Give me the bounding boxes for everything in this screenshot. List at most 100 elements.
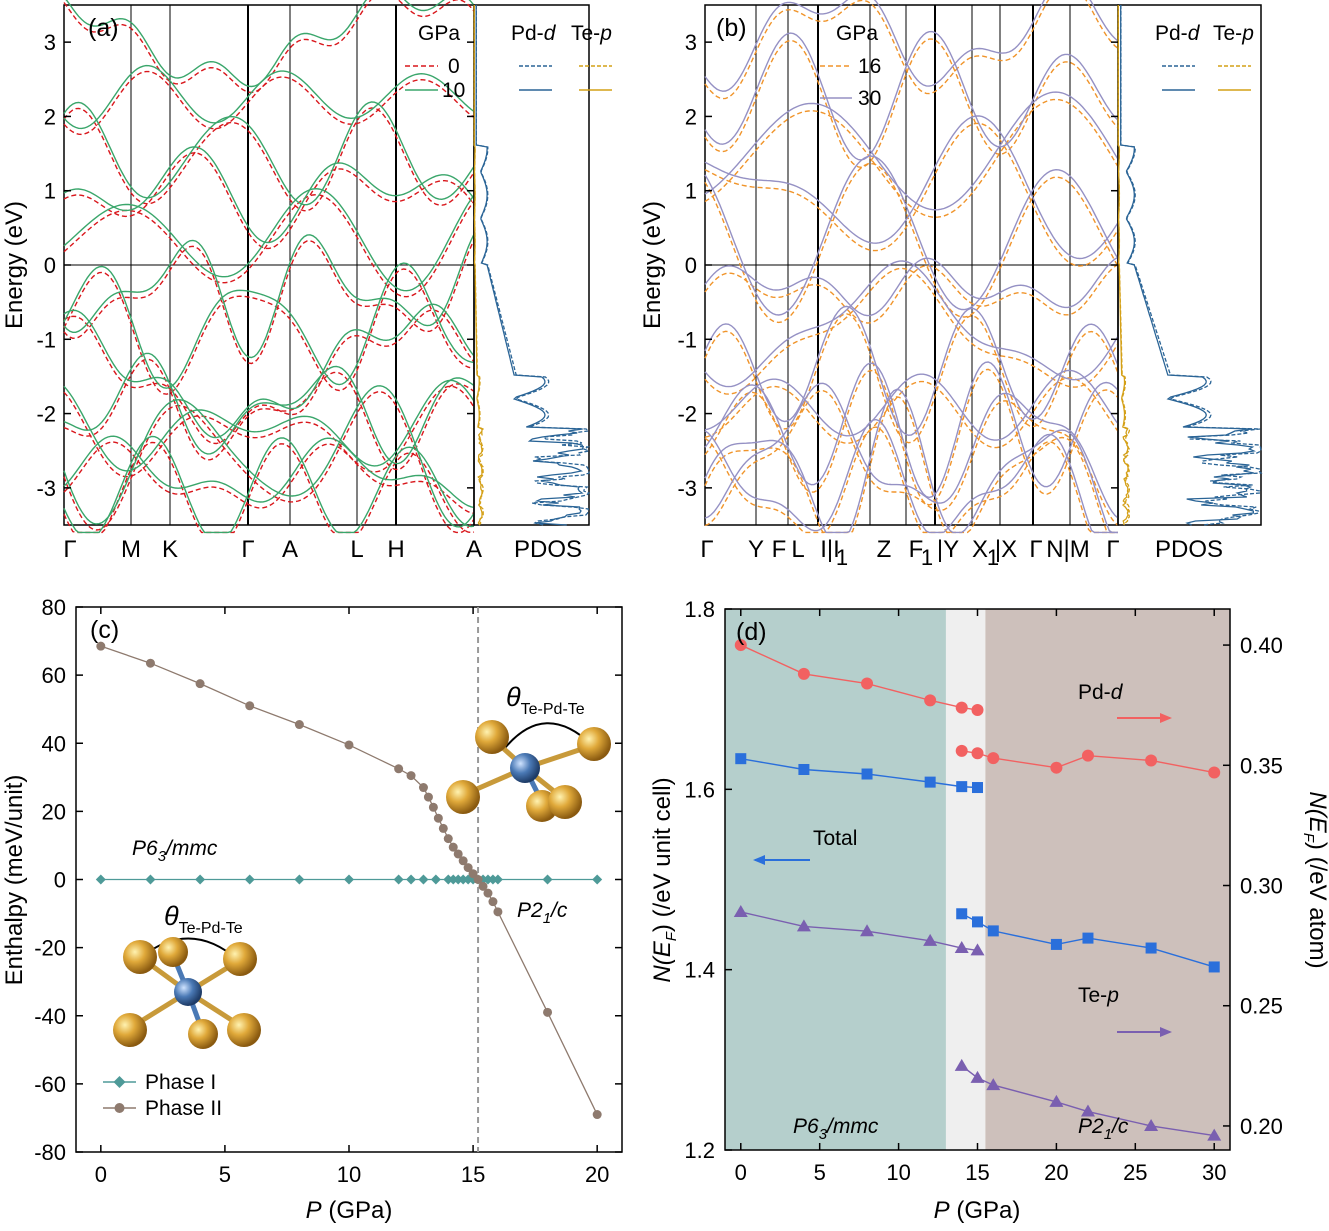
phase-i-point: [393, 874, 404, 885]
te-atom: [223, 942, 257, 976]
gpa0-band: [63, 0, 475, 94]
phase-label-p21c: P21/c: [517, 899, 568, 927]
label-total: Total: [813, 827, 857, 850]
kpoint-label: Γ: [1029, 536, 1042, 563]
gpa16-band: [704, 377, 1119, 449]
y-tick-label-left: 1.2: [684, 1138, 715, 1163]
kpoint-label: F: [909, 536, 924, 563]
tep-point: [954, 941, 969, 954]
pdos-pdd-dashed: [1120, 5, 1263, 526]
phase-region: [945, 609, 986, 1150]
label-tep: Te-p: [1078, 984, 1119, 1007]
gpa0-band: [63, 441, 475, 515]
panel-b-pdos-label: PDOS: [1155, 536, 1223, 563]
kpoint-label: Z: [877, 536, 892, 563]
panel-a-label: (a): [88, 14, 119, 42]
phase-ii-point: [443, 834, 453, 844]
panel-d-label: (d): [736, 618, 767, 646]
y-tick-label: 60: [42, 663, 66, 688]
pdd-point: [861, 677, 874, 690]
total-point: [1050, 938, 1062, 950]
gpa16-band: [704, 162, 1119, 324]
tep-point: [1080, 1104, 1095, 1117]
tep-point: [970, 1070, 985, 1083]
legend-pdd: Pd-d: [511, 22, 557, 45]
legend-gpa-title: GPa: [418, 22, 460, 45]
label-pdd: Pd-d: [1078, 681, 1124, 704]
panel-d-regions: [725, 609, 1230, 1150]
phase-ii-point: [483, 888, 493, 898]
gpa0-band: [63, 441, 475, 534]
pdd-point: [955, 701, 968, 714]
phase-ii-point: [394, 764, 404, 774]
phase-ii-point: [438, 823, 448, 833]
phase-label-p63mmc: P63/mmc: [132, 837, 218, 865]
pdd-point: [1145, 754, 1158, 767]
gpa30-band: [704, 369, 1119, 441]
gpa10-band: [63, 233, 475, 359]
gpa16-band: [704, 396, 1118, 534]
gpa30-band: [704, 256, 1119, 317]
pdos-tep-solid: [1117, 5, 1129, 525]
phase-ii-point: [96, 641, 106, 651]
phase-i-point: [406, 874, 417, 885]
te-atom: [158, 937, 188, 967]
x-tick-label: 5: [814, 1160, 826, 1185]
kpoint-label: Γ: [700, 536, 713, 563]
phase-i-point: [195, 874, 206, 885]
panel-c-series: [95, 641, 603, 1120]
tep-point: [986, 1078, 1001, 1091]
y-tick-label-right: 0.20: [1240, 1114, 1283, 1139]
total-point: [987, 925, 999, 937]
gpa10-band: [63, 64, 475, 130]
y-tick-label: -3: [677, 476, 697, 501]
pdos-pdd-solid: [475, 5, 584, 526]
y-tick-label: 40: [42, 731, 66, 756]
gpa16-band: [704, 0, 1119, 100]
gpa0-band: [63, 268, 475, 395]
x-tick-label: 10: [337, 1162, 361, 1187]
panel-c-ylabel: Enthalpy (meV/unit): [1, 775, 28, 986]
gpa30-band: [704, 418, 1118, 534]
phase-ii-point: [478, 881, 488, 891]
kpoint-label: L: [791, 536, 804, 563]
x-tick-label: 15: [461, 1162, 485, 1187]
total-point: [798, 763, 810, 775]
legend-marker-phase-ii: [114, 1103, 125, 1113]
y-tick-label: -40: [34, 1004, 66, 1029]
total-point: [956, 908, 968, 920]
gpa30-band: [704, 305, 1119, 437]
gpa0-band: [63, 70, 475, 136]
te-atom: [446, 780, 480, 814]
phase-i-point: [95, 874, 106, 885]
y-tick-label: 0: [44, 253, 56, 278]
phase-ii-point: [543, 1007, 553, 1017]
y-tick-label-right: 0.35: [1240, 753, 1283, 778]
y-tick-label: -2: [36, 402, 56, 427]
x-tick-label: 0: [735, 1160, 747, 1185]
total-point: [924, 776, 936, 788]
pdd-point: [971, 703, 984, 716]
tep-point: [860, 924, 875, 937]
gpa16-band: [704, 426, 1118, 534]
gpa16-band: [704, 267, 1119, 395]
pdd-point: [924, 694, 937, 707]
phase-ii-point: [433, 813, 443, 823]
y-tick-label-left: 1.8: [684, 597, 715, 622]
total-point: [861, 768, 873, 780]
total-point: [956, 781, 968, 793]
theta-label-2: θTe-Pd-Te: [506, 682, 585, 718]
legend-marker-phase-i: [113, 1076, 126, 1088]
gpa10-band: [63, 101, 475, 206]
panel-a-bands: [63, 0, 475, 534]
pdd-point: [797, 667, 810, 680]
gpa16-band: [704, 313, 1119, 444]
x-tick-label: 30: [1202, 1160, 1226, 1185]
total-point: [1145, 942, 1157, 954]
phase-ii-point: [406, 771, 416, 781]
molecule-phase-ii-illustration: θTe-Pd-Te: [446, 682, 611, 822]
kpoint-subscript: 1: [987, 545, 999, 570]
phase-i-point: [344, 874, 354, 885]
